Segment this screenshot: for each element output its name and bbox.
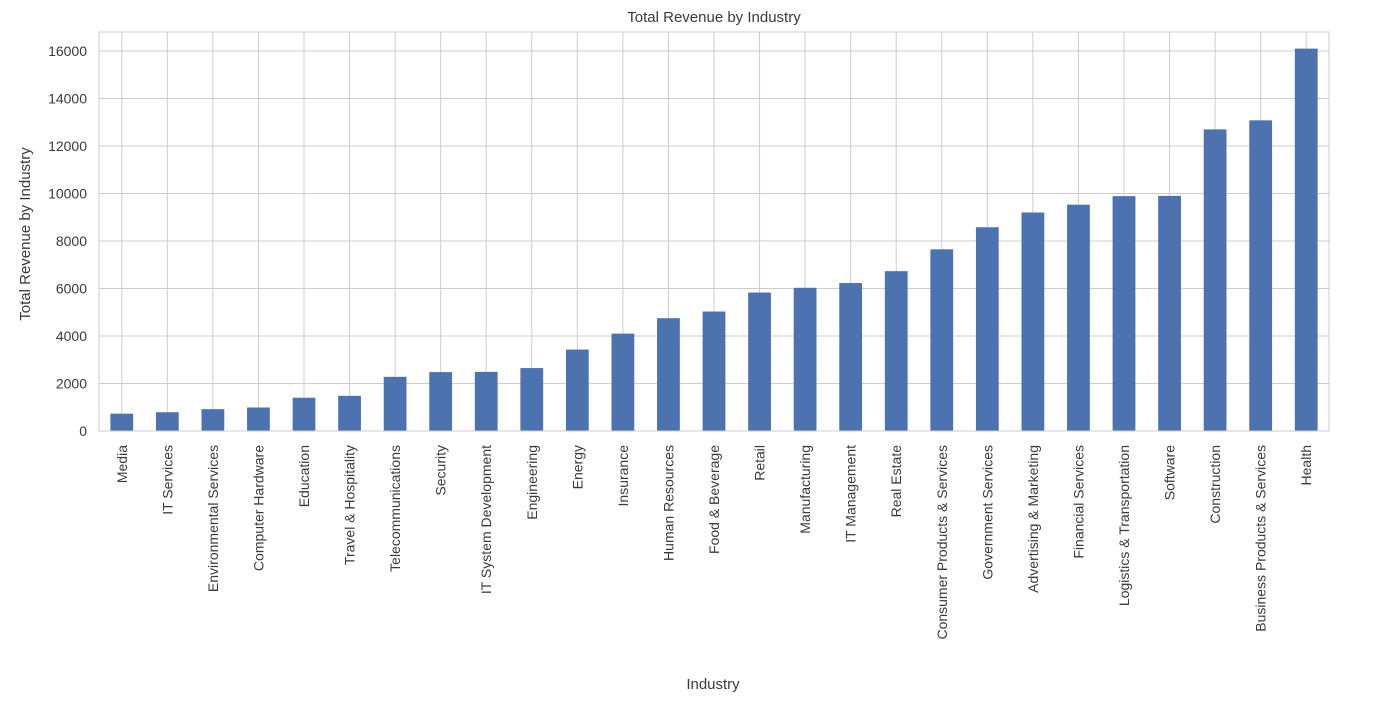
x-tick-label: Environmental Services [205, 445, 221, 592]
x-tick-label: Food & Beverage [706, 445, 722, 554]
bar-retail [748, 292, 771, 431]
x-tick-label: Travel & Hospitality [342, 445, 358, 565]
bar-health [1294, 48, 1318, 431]
x-tick-label: Real Estate [888, 445, 904, 518]
y-tick-label: 16000 [48, 43, 87, 59]
y-tick-label: 10000 [48, 186, 87, 202]
x-tick-label: IT Services [159, 445, 175, 515]
bar-it-management [839, 283, 863, 431]
bar-food-beverage [702, 311, 726, 431]
x-tick-label: Security [433, 445, 449, 496]
x-tick-label: Insurance [615, 445, 631, 507]
bar-engineering [520, 368, 544, 431]
bar-construction [1203, 129, 1227, 431]
bar-software [1158, 195, 1181, 431]
bar-manufacturing [793, 287, 817, 431]
x-tick-label: Telecommunications [387, 445, 403, 572]
bar-it-system-development [474, 371, 498, 431]
bar-government-services [975, 227, 999, 431]
x-tick-label: IT Management [843, 445, 859, 543]
bar-business-products-services [1249, 120, 1273, 431]
x-tick-label: IT System Development [478, 445, 494, 594]
x-axis-ticks: Media IT Services Environmental Services Co… [114, 445, 1314, 640]
bars-layer [110, 48, 1318, 431]
y-tick-label: 0 [79, 423, 87, 439]
bar-telecommunications [383, 376, 407, 431]
x-tick-label: Software [1162, 445, 1178, 500]
x-tick-label: Energy [569, 445, 585, 489]
bar-human-resources [657, 318, 680, 431]
x-tick-label: Retail [752, 445, 768, 481]
bar-insurance [611, 333, 635, 431]
bar-computer-hardware [247, 407, 270, 431]
bar-real-estate [884, 271, 908, 431]
x-tick-label: Media [114, 445, 130, 483]
x-tick-label: Logistics & Transportation [1116, 445, 1132, 606]
y-tick-label: 14000 [48, 91, 87, 107]
y-tick-label: 8000 [56, 233, 87, 249]
bar-environmental-services [201, 409, 225, 431]
x-tick-label: Human Resources [660, 445, 676, 561]
bar-advertising-marketing [1021, 212, 1045, 431]
y-tick-label: 4000 [56, 328, 87, 344]
y-axis-ticks: 0 2000 4000 6000 8000 10000 12000 14000 16000 [48, 43, 87, 439]
bar-it-services [155, 412, 179, 431]
x-tick-label: Education [296, 445, 312, 507]
x-axis-title: Industry [686, 676, 740, 693]
chart-title: Total Revenue by Industry [627, 9, 801, 26]
bar-travel-hospitality [338, 395, 361, 431]
x-tick-label: Engineering [524, 445, 540, 520]
x-tick-label: Health [1298, 445, 1314, 485]
y-tick-label: 6000 [56, 281, 87, 297]
x-tick-label: Business Products & Services [1253, 445, 1269, 632]
x-tick-label: Manufacturing [797, 445, 813, 534]
x-tick-label: Consumer Products & Services [934, 445, 950, 640]
y-tick-label: 12000 [48, 138, 87, 154]
y-axis-title: Total Revenue by Industry [17, 147, 34, 321]
bar-education [292, 397, 316, 431]
bar-logistics-transportation [1112, 196, 1136, 431]
x-tick-label: Government Services [979, 445, 995, 580]
y-tick-label: 2000 [56, 376, 87, 392]
x-tick-label: Construction [1207, 445, 1223, 524]
bar-energy [565, 349, 589, 431]
bar-security [429, 372, 453, 431]
bar-consumer-products-services [930, 249, 954, 431]
bar-media [110, 413, 134, 431]
bar-financial-services [1067, 204, 1090, 431]
plot-frame [98, 31, 1330, 432]
x-tick-label: Computer Hardware [250, 445, 266, 571]
x-tick-label: Advertising & Marketing [1025, 445, 1041, 593]
x-tick-label: Financial Services [1070, 445, 1086, 559]
